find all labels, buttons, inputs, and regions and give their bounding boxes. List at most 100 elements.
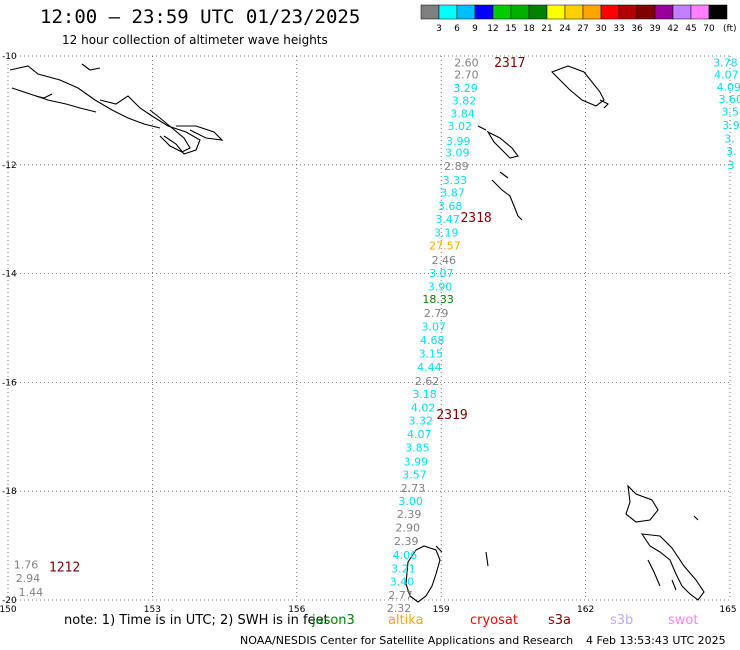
wave-height-label: 3.40 bbox=[390, 576, 415, 589]
track-id-label: 2319 bbox=[436, 408, 467, 423]
wave-height-label: 3.09 bbox=[445, 146, 470, 159]
colorbar-swatch bbox=[510, 4, 530, 20]
wave-height-label: 18.33 bbox=[422, 293, 454, 306]
colorbar-tick-label: 6 bbox=[454, 24, 460, 34]
colorbar-tick-label: 39 bbox=[649, 24, 661, 34]
wave-height-label: 3.99 bbox=[404, 455, 429, 468]
colorbar-swatch bbox=[420, 4, 440, 20]
wave-height-label: 3.29 bbox=[453, 82, 478, 95]
wave-height-label: 3. bbox=[726, 145, 737, 158]
wave-height-label: 2.62 bbox=[415, 375, 440, 388]
wave-height-label: 4.06 bbox=[393, 549, 418, 562]
wave-height-label: 3.07 bbox=[429, 267, 454, 280]
chart-subtitle: 12 hour collection of altimeter wave hei… bbox=[62, 33, 328, 47]
satellite-legend-s3b: s3b bbox=[610, 613, 634, 628]
lon-tick-label: 156 bbox=[288, 605, 305, 615]
colorbar-tick-label: 30 bbox=[595, 24, 607, 34]
wave-height-label: 2.77 bbox=[388, 589, 413, 602]
wave-height-label: 2.79 bbox=[424, 307, 449, 320]
colorbar-swatch bbox=[672, 4, 692, 20]
color-legend: 3 6 9 12 15 18 21 24 27 30 33 36 39 42 45 70 (ft) bbox=[420, 4, 737, 34]
colorbar-tick-label: 33 bbox=[613, 24, 624, 34]
generated-timestamp: 4 Feb 13:53:43 UTC 2025 bbox=[586, 634, 726, 647]
lat-tick-label: -16 bbox=[2, 378, 17, 388]
wave-height-label: 3.47 bbox=[435, 213, 460, 226]
wave-height-label: 3.90 bbox=[428, 281, 453, 294]
wave-height-label: 3.21 bbox=[391, 562, 416, 575]
wave-height-label: 3. bbox=[724, 133, 735, 146]
coastline bbox=[9, 63, 705, 603]
wave-height-label: 3.85 bbox=[405, 442, 430, 455]
colorbar-swatch bbox=[456, 4, 476, 20]
colorbar-tick-label: 42 bbox=[667, 24, 678, 34]
lat-tick-label: -14 bbox=[2, 270, 17, 280]
wave-height-label: 3.78 bbox=[713, 57, 738, 70]
colorbar-swatch bbox=[636, 4, 656, 20]
colorbar-swatch bbox=[690, 4, 710, 20]
colorbar-tick-label: 70 bbox=[703, 24, 715, 34]
wave-height-label: 3 bbox=[728, 159, 735, 172]
lon-tick-label: 162 bbox=[577, 605, 594, 615]
colorbar-tick-label: 27 bbox=[577, 24, 588, 34]
wave-height-label: 3.82 bbox=[452, 95, 477, 108]
lat-tick-label: -20 bbox=[2, 596, 17, 606]
wave-height-label: 3.68 bbox=[438, 200, 463, 213]
wave-height-label: 3.87 bbox=[440, 187, 465, 200]
colorbar-swatch bbox=[546, 4, 566, 20]
colorbar-unit: (ft) bbox=[723, 24, 737, 34]
wave-height-label: 2.32 bbox=[387, 602, 412, 615]
track-id-label: 2317 bbox=[494, 56, 525, 71]
wave-height-label: 2.60 bbox=[454, 57, 479, 70]
lon-tick-label: 153 bbox=[144, 605, 161, 615]
colorbar-tick-label: 18 bbox=[523, 24, 535, 34]
lon-tick-label: 150 bbox=[0, 605, 17, 615]
colorbar-swatch bbox=[474, 4, 494, 20]
wave-height-label: 2.70 bbox=[454, 68, 479, 81]
colorbar-tick-label: 36 bbox=[631, 24, 643, 34]
wave-height-label: 3.9 bbox=[722, 119, 740, 132]
wave-height-label: 2.90 bbox=[395, 522, 420, 535]
wave-height-label: 3.84 bbox=[450, 108, 475, 121]
satellite-legend-jason3: jason3 bbox=[312, 613, 355, 628]
wave-height-label: 3.32 bbox=[408, 414, 433, 427]
wave-height-label: 3.07 bbox=[421, 320, 446, 333]
wave-height-label: 4.07 bbox=[407, 428, 432, 441]
wave-height-label: 3.57 bbox=[402, 468, 427, 481]
colorbar-tick-label: 24 bbox=[559, 24, 571, 34]
wave-height-label: 3.15 bbox=[419, 348, 444, 361]
lat-tick-label: -12 bbox=[2, 161, 17, 171]
colorbar-swatch bbox=[438, 4, 458, 20]
wave-height-label: 4.09 bbox=[717, 81, 740, 94]
wave-height-label: 3.00 bbox=[398, 495, 423, 508]
wave-height-label: 4.02 bbox=[411, 401, 436, 414]
colorbar-tick-label: 9 bbox=[472, 24, 478, 34]
colorbar-swatch bbox=[582, 4, 602, 20]
colorbar-swatch bbox=[600, 4, 620, 20]
satellite-legend-swot: swot bbox=[668, 613, 699, 628]
wave-height-label: 2.39 bbox=[397, 508, 422, 521]
wave-height-label: 3.02 bbox=[447, 120, 472, 133]
wave-height-label: 3.19 bbox=[434, 226, 459, 239]
chart-title: 12:00 — 23:59 UTC 01/23/2025 bbox=[40, 6, 361, 28]
colorbar-swatch bbox=[564, 4, 584, 20]
satellite-legend-cryosat: cryosat bbox=[470, 613, 518, 628]
footnote: note: 1) Time is in UTC; 2) SWH is in fe… bbox=[64, 613, 329, 628]
satellite-legend-altika: altika bbox=[388, 613, 424, 628]
track-id-labels: 2317 2318 2319 1212 bbox=[49, 56, 526, 575]
colorbar-tick-label: 15 bbox=[505, 24, 516, 34]
colorbar-swatch bbox=[654, 4, 674, 20]
wave-height-label: 2.39 bbox=[394, 535, 419, 548]
lat-tick-label: -10 bbox=[2, 52, 17, 62]
colorbar-swatch bbox=[528, 4, 548, 20]
colorbar-tick-label: 3 bbox=[436, 24, 442, 34]
wave-height-label: 4.44 bbox=[417, 361, 442, 374]
wave-height-label: 2.89 bbox=[444, 160, 469, 173]
lon-tick-label: 165 bbox=[719, 605, 736, 615]
satellite-legend-s3a: s3a bbox=[548, 613, 572, 628]
credit-line: NOAA/NESDIS Center for Satellite Applica… bbox=[240, 634, 574, 647]
wave-height-label: 1.76 bbox=[14, 559, 39, 572]
wave-height-label: 2.46 bbox=[432, 254, 457, 267]
track-id-label: 2318 bbox=[460, 211, 491, 226]
colorbar-swatch bbox=[618, 4, 638, 20]
